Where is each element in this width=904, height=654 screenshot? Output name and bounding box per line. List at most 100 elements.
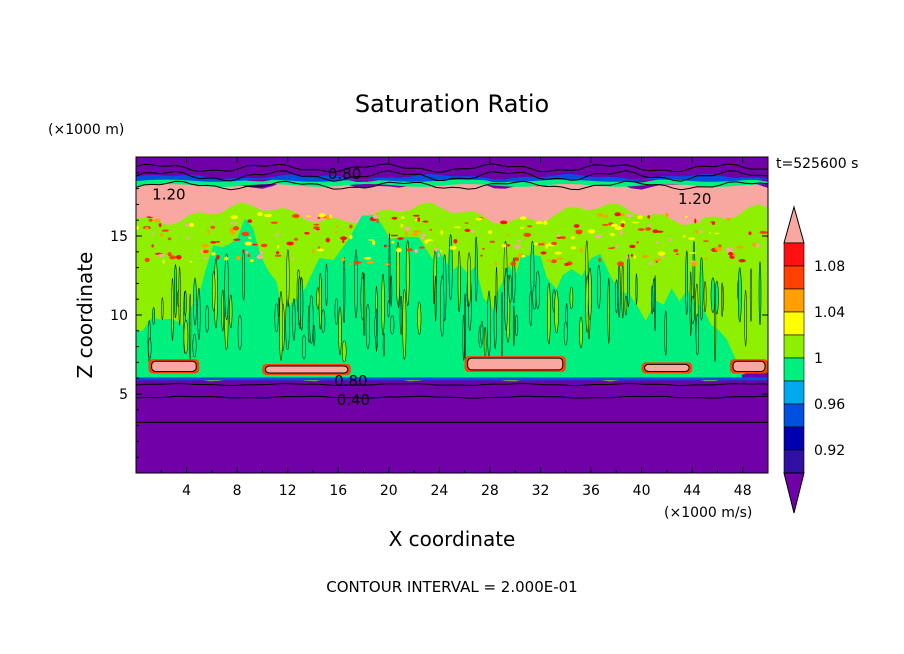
supersaturation-cell xyxy=(464,222,469,224)
cloud-streak xyxy=(690,295,695,324)
supersaturation-cell xyxy=(726,217,731,221)
cloud-streak xyxy=(695,313,700,356)
cloud-base-core xyxy=(467,357,564,371)
supersaturation-cell xyxy=(765,236,768,239)
contour-line xyxy=(136,382,768,387)
cloud-streak xyxy=(714,292,717,362)
supersaturation-cell xyxy=(625,213,634,218)
cloud-streak xyxy=(399,295,403,335)
supersaturation-cell xyxy=(698,230,704,233)
supersaturation-cell xyxy=(384,263,390,266)
supersaturation-cell xyxy=(510,261,517,266)
supersaturation-cell xyxy=(353,260,360,265)
supersaturation-cell xyxy=(349,224,353,229)
cloud-streak xyxy=(501,291,504,361)
supersaturation-cell xyxy=(259,250,263,255)
supersaturation-cell xyxy=(647,215,650,219)
cloud-streak xyxy=(405,240,410,307)
colorbar-swatch xyxy=(783,242,805,267)
supersaturation-cell xyxy=(363,256,372,260)
supersaturation-cell xyxy=(636,241,639,244)
supersaturation-cell xyxy=(211,252,216,256)
supersaturation-cell xyxy=(216,254,220,260)
cloud-base-edge xyxy=(136,377,768,381)
supersaturation-cell xyxy=(619,230,623,235)
supersaturation-cell xyxy=(541,241,545,244)
cloud-streak xyxy=(316,287,320,310)
supersaturation-cell xyxy=(257,212,263,217)
cloud-streak xyxy=(237,314,243,351)
cloud-streak xyxy=(388,233,391,304)
y-axis: 5 10 15 xyxy=(110,172,768,458)
supersaturation-cell xyxy=(556,234,561,237)
cloud-streak xyxy=(354,249,358,319)
cloud-streak xyxy=(480,320,484,346)
supersaturation-cell xyxy=(292,214,300,218)
x-tick-label: 20 xyxy=(380,483,398,499)
supersaturation-cell xyxy=(654,258,662,262)
supersaturation-cell xyxy=(437,252,440,258)
supersaturation-cell xyxy=(637,228,645,231)
supersaturation-cell xyxy=(540,251,547,255)
supersaturation-cell xyxy=(270,221,278,224)
supersaturation-cell xyxy=(167,252,172,257)
x-axis: 4 8 12 16 20 24 28 32 36 40 44 48 xyxy=(160,157,752,499)
colorbar-top-arrow xyxy=(783,205,805,244)
supersaturation-cell xyxy=(537,243,545,246)
supersaturation-cell xyxy=(570,236,576,240)
supersaturation-cell xyxy=(480,254,483,257)
supersaturation-cell xyxy=(668,238,672,241)
x-axis-label: X coordinate xyxy=(389,527,516,551)
supersaturation-cell xyxy=(304,231,310,235)
cloud-streak xyxy=(692,241,696,300)
cloud-streak xyxy=(664,310,668,356)
colorbar-swatch xyxy=(783,265,805,290)
saturation-tongue xyxy=(616,288,743,379)
supersaturation-cell xyxy=(439,249,442,253)
supersaturation-cell xyxy=(372,240,376,246)
cloud-streak xyxy=(382,333,385,357)
supersaturation-cell xyxy=(523,232,532,237)
supersaturation-cell xyxy=(551,259,557,264)
supersaturation-cell xyxy=(417,217,421,222)
supersaturation-cell xyxy=(561,236,566,240)
cloud-streak xyxy=(341,340,347,363)
cloud-streak xyxy=(749,268,753,322)
supersaturation-cell xyxy=(533,242,539,246)
cloud-streak xyxy=(229,294,233,329)
cloud-base-core xyxy=(732,360,766,372)
supersaturation-cell xyxy=(383,244,387,248)
colorbar: 0.92 0.96 1 1.04 1.08 xyxy=(783,205,845,514)
supersaturation-cell xyxy=(488,230,493,234)
cloud-streak xyxy=(721,282,724,317)
supersaturation-cell xyxy=(449,245,457,250)
supersaturation-cell xyxy=(157,253,164,258)
cloud-streak xyxy=(390,275,393,307)
cloud-streak xyxy=(617,262,621,318)
supersaturation-cell xyxy=(244,241,252,246)
cloud-streak xyxy=(758,261,762,326)
supersaturation-cell xyxy=(293,238,299,241)
supersaturation-cell xyxy=(207,229,210,234)
supersaturation-cell xyxy=(708,231,712,234)
supersaturation-cell xyxy=(631,221,640,224)
y-tick-label: 5 xyxy=(119,387,128,403)
cloud-streak xyxy=(292,298,296,341)
y-axis-label: Z coordinate xyxy=(73,252,97,379)
supersaturation-cell xyxy=(453,239,458,244)
colorbar-swatch xyxy=(783,357,805,382)
cloud-streak xyxy=(192,333,197,358)
supersaturation-cell xyxy=(422,233,426,237)
supersaturation-cell xyxy=(683,235,686,238)
supersaturation-cell xyxy=(607,247,615,250)
supersaturation-cell xyxy=(748,231,752,236)
saturation-tongue xyxy=(173,218,301,379)
colorbar-label: 0.96 xyxy=(814,397,845,413)
cloud-streak xyxy=(402,288,407,360)
cloud-streak xyxy=(654,275,656,332)
cloud-streak xyxy=(221,289,225,332)
supersaturation-cell xyxy=(291,257,294,261)
supersaturation-cell xyxy=(210,221,214,224)
band-blue-top xyxy=(136,173,768,182)
supersaturation-cell xyxy=(505,234,510,236)
